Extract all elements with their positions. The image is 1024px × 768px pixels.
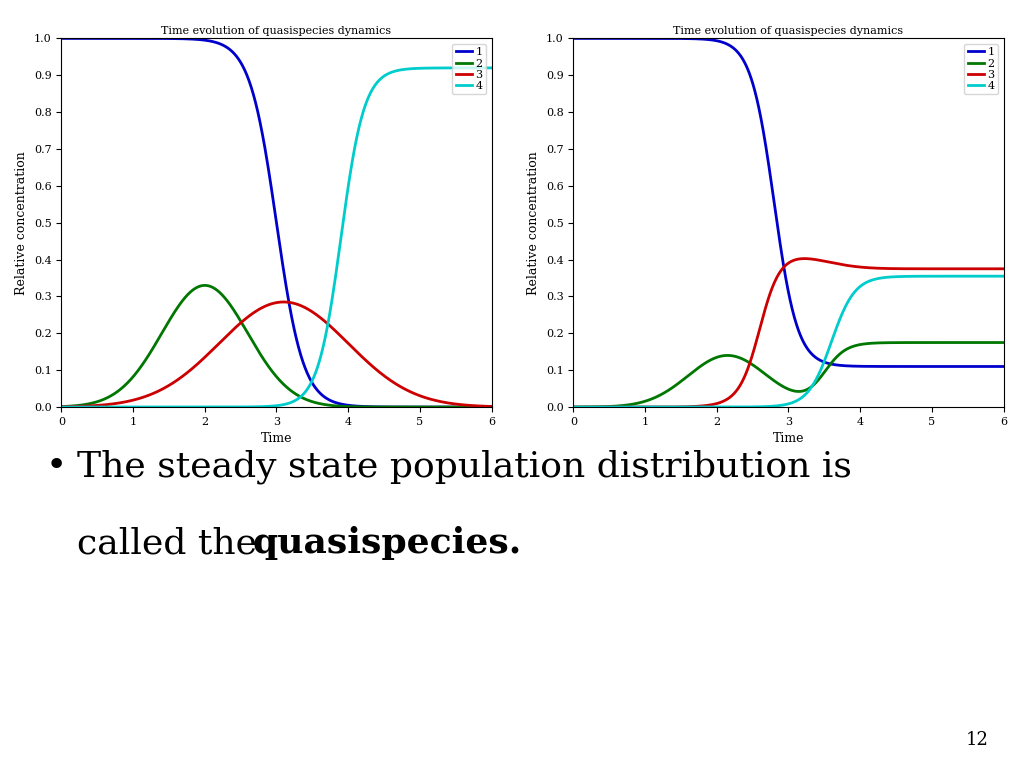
2 bbox=[997, 338, 1010, 347]
3 bbox=[863, 263, 876, 273]
4 bbox=[99, 402, 112, 412]
Text: quasispecies.: quasispecies. bbox=[253, 526, 522, 560]
4 bbox=[55, 402, 68, 412]
Title: Time evolution of quasispecies dynamics: Time evolution of quasispecies dynamics bbox=[674, 26, 903, 36]
1 bbox=[903, 362, 915, 371]
4 bbox=[350, 133, 362, 142]
Line: 1: 1 bbox=[573, 38, 1004, 366]
Y-axis label: Relative concentration: Relative concentration bbox=[527, 151, 541, 295]
4 bbox=[903, 272, 915, 281]
1 bbox=[55, 34, 68, 43]
Legend: 1, 2, 3, 4: 1, 2, 3, 4 bbox=[453, 44, 486, 94]
1 bbox=[398, 402, 411, 412]
2 bbox=[485, 402, 498, 412]
2 bbox=[351, 402, 364, 412]
Line: 2: 2 bbox=[573, 343, 1004, 407]
2 bbox=[199, 281, 211, 290]
2 bbox=[741, 357, 754, 366]
3 bbox=[567, 402, 580, 412]
Legend: 1, 2, 3, 4: 1, 2, 3, 4 bbox=[965, 44, 998, 94]
2 bbox=[611, 402, 624, 411]
Text: 12: 12 bbox=[966, 731, 988, 749]
3 bbox=[398, 385, 411, 394]
Text: called the: called the bbox=[77, 526, 268, 560]
4 bbox=[910, 272, 923, 281]
4 bbox=[741, 402, 754, 412]
3 bbox=[278, 297, 290, 306]
1 bbox=[99, 34, 112, 43]
2 bbox=[757, 368, 769, 377]
X-axis label: Time: Time bbox=[261, 432, 292, 445]
Title: Time evolution of quasispecies dynamics: Time evolution of quasispecies dynamics bbox=[162, 26, 391, 36]
3 bbox=[611, 402, 624, 412]
4 bbox=[757, 402, 769, 412]
1 bbox=[567, 34, 580, 43]
3 bbox=[757, 313, 769, 322]
4 bbox=[229, 402, 242, 412]
4 bbox=[485, 63, 498, 72]
1 bbox=[741, 64, 754, 73]
X-axis label: Time: Time bbox=[773, 432, 804, 445]
2 bbox=[862, 339, 874, 348]
2 bbox=[903, 338, 915, 347]
Line: 4: 4 bbox=[61, 68, 492, 407]
1 bbox=[350, 402, 362, 411]
1 bbox=[757, 124, 769, 134]
3 bbox=[485, 402, 498, 411]
2 bbox=[391, 402, 403, 412]
3 bbox=[229, 323, 242, 333]
Text: •: • bbox=[46, 449, 68, 483]
2 bbox=[245, 335, 257, 344]
4 bbox=[391, 66, 403, 75]
3 bbox=[55, 402, 68, 412]
2 bbox=[567, 402, 580, 412]
3 bbox=[99, 400, 112, 409]
1 bbox=[910, 362, 923, 371]
1 bbox=[229, 51, 242, 60]
4 bbox=[567, 402, 580, 412]
1 bbox=[245, 81, 257, 91]
4 bbox=[862, 276, 874, 286]
3 bbox=[910, 264, 923, 273]
Line: 1: 1 bbox=[61, 38, 492, 407]
Y-axis label: Relative concentration: Relative concentration bbox=[15, 151, 29, 295]
2 bbox=[229, 309, 242, 318]
3 bbox=[799, 254, 811, 263]
2 bbox=[55, 402, 68, 411]
2 bbox=[398, 402, 411, 412]
Line: 2: 2 bbox=[61, 286, 492, 407]
2 bbox=[99, 394, 112, 403]
1 bbox=[862, 362, 874, 371]
4 bbox=[398, 65, 411, 74]
3 bbox=[351, 348, 364, 357]
4 bbox=[997, 272, 1010, 281]
3 bbox=[741, 366, 754, 375]
Text: The steady state population distribution is: The steady state population distribution… bbox=[77, 449, 852, 484]
Line: 3: 3 bbox=[573, 259, 1004, 407]
3 bbox=[997, 264, 1010, 273]
1 bbox=[997, 362, 1010, 371]
1 bbox=[485, 402, 498, 412]
2 bbox=[910, 338, 923, 347]
3 bbox=[245, 310, 257, 319]
3 bbox=[903, 264, 915, 273]
4 bbox=[611, 402, 624, 412]
Line: 4: 4 bbox=[573, 276, 1004, 407]
4 bbox=[245, 402, 257, 412]
1 bbox=[611, 34, 624, 43]
Line: 3: 3 bbox=[61, 302, 492, 407]
1 bbox=[391, 402, 403, 412]
3 bbox=[391, 380, 403, 389]
